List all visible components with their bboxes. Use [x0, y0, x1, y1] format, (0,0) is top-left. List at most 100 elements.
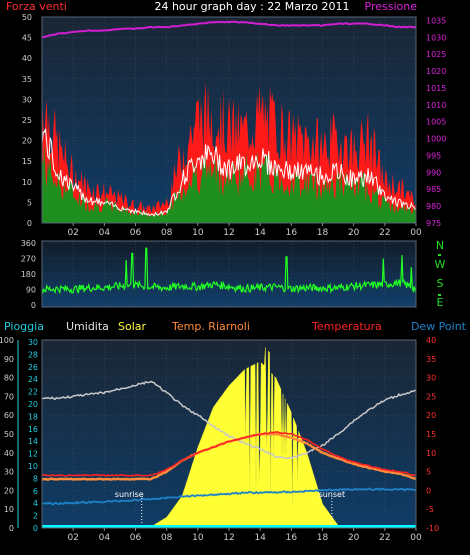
wind-direction-series — [41, 247, 417, 295]
wind-xtick-label: 10 — [192, 228, 204, 238]
direction-ytick-label: 180 — [21, 270, 36, 279]
legend-umidita: Umidita — [66, 320, 109, 333]
pressure-ytick-label: 1030 — [426, 33, 446, 42]
compass-dash-2 — [438, 294, 441, 296]
wind-xtick-label: 02 — [67, 228, 78, 238]
rain-ytick-label: 16 — [28, 425, 38, 434]
humidity-ytick-label: 90 — [4, 355, 14, 364]
temp-xtick-label: 14 — [254, 533, 266, 543]
header-left-label: Forza venti — [6, 0, 67, 13]
compass-n: N — [436, 239, 444, 252]
humidity-ytick-label: 10 — [4, 505, 14, 514]
pressure-line — [41, 20, 417, 39]
rain-ytick-label: 14 — [28, 437, 38, 446]
legend-pioggia: Pioggia — [4, 320, 44, 333]
rain-ytick-label: 18 — [28, 412, 38, 421]
legend-temperatura: Temperatura — [311, 320, 382, 333]
legend-temp-riarnoli: Temp. Riarnoli — [171, 320, 250, 333]
temperature-ytick-label: 40 — [426, 336, 436, 345]
temp-xtick-label: 04 — [99, 533, 111, 543]
rain-ytick-label: 8 — [33, 474, 38, 483]
temp-xtick-label: 16 — [286, 533, 298, 543]
pressure-ytick-label: 1005 — [426, 118, 446, 127]
humidity-ytick-label: 50 — [4, 430, 14, 439]
header-right-label: Pressione — [365, 0, 418, 13]
wind-pressure-axes: 0510152025303540455097598098599099510001… — [22, 13, 447, 238]
compass-e: E — [437, 296, 444, 309]
temperature-ytick-label: 30 — [426, 374, 436, 383]
temp-xtick-label: 02 — [67, 533, 78, 543]
temperature-ytick-label: 25 — [426, 392, 436, 401]
wind-ytick-label: 45 — [22, 34, 32, 43]
wind-ytick-label: 15 — [22, 157, 32, 166]
wind-ytick-label: 40 — [22, 54, 32, 63]
temp-xtick-label: 10 — [192, 533, 204, 543]
temperature-ytick-label: 10 — [426, 449, 436, 458]
wind-xtick-label: 06 — [130, 228, 142, 238]
direction-panel-frame — [41, 240, 417, 308]
temp-xtick-label: 18 — [317, 533, 329, 543]
direction-ytick-label: 90 — [26, 286, 36, 295]
wind-speed-line — [41, 128, 417, 217]
temp-xtick-label: 00 — [410, 533, 422, 543]
direction-ytick-label: 0 — [31, 301, 36, 310]
temperature-ytick-label: -10 — [426, 524, 439, 533]
pressure-ytick-label: 995 — [426, 151, 441, 160]
temp-xtick-label: 20 — [348, 533, 360, 543]
rain-ytick-label: 20 — [28, 400, 38, 409]
wind-xtick-label: 04 — [99, 228, 111, 238]
dew-point-line — [41, 487, 417, 506]
temp-humidity-axes: 0102030405060708090100024681012141618202… — [0, 336, 439, 543]
pressure-ytick-label: 1020 — [426, 67, 446, 76]
sunset-label: sunset — [319, 490, 346, 499]
wind-ytick-label: 30 — [22, 95, 32, 104]
chart-title: 24 hour graph day : 22 Marzo 2011 — [154, 0, 349, 13]
rain-ytick-label: 0 — [33, 524, 38, 533]
legend-solar: Solar — [118, 320, 147, 333]
compass-s: S — [437, 277, 444, 290]
wind-xtick-label: 08 — [161, 228, 173, 238]
temp-humidity-series: sunrise sunset — [41, 347, 417, 529]
humidity-ytick-label: 0 — [9, 524, 14, 533]
wind-xtick-label: 12 — [223, 228, 234, 238]
pressure-ytick-label: 1035 — [426, 16, 446, 25]
wind-ytick-label: 5 — [27, 198, 32, 207]
rain-ytick-label: 2 — [33, 512, 38, 521]
humidity-ytick-label: 40 — [4, 449, 14, 458]
temp-xtick-label: 08 — [161, 533, 173, 543]
temperature-ytick-label: 5 — [426, 468, 431, 477]
wind-direction-axes: 0 90 180 270 360 — [21, 239, 417, 310]
compass-dash-1 — [438, 254, 441, 256]
wind-average-area — [42, 143, 416, 223]
wind-xtick-label: 20 — [348, 228, 360, 238]
wind-xtick-label: 18 — [317, 228, 329, 238]
wind-xtick-label: 22 — [379, 228, 390, 238]
rain-ytick-label: 4 — [33, 499, 38, 508]
sunrise-label: sunrise — [115, 490, 144, 499]
pressure-ytick-label: 1010 — [426, 101, 446, 110]
rain-ytick-label: 10 — [28, 462, 38, 471]
temperature-ytick-label: 20 — [426, 411, 436, 420]
humidity-ytick-label: 30 — [4, 468, 14, 477]
wind-xtick-label: 16 — [286, 228, 298, 238]
rain-ytick-label: 26 — [28, 363, 38, 372]
legend-dew-point: Dew Point — [411, 320, 467, 333]
wind-ytick-label: 10 — [22, 178, 32, 187]
temperature-ytick-label: 35 — [426, 355, 436, 364]
pressure-ytick-label: 990 — [426, 168, 441, 177]
wind-pressure-series — [41, 20, 417, 223]
wind-ytick-label: 50 — [22, 13, 32, 22]
pressure-ytick-label: 1000 — [426, 135, 446, 144]
rain-ytick-label: 24 — [28, 375, 38, 384]
temperature-ytick-label: 15 — [426, 430, 436, 439]
rain-bar — [42, 525, 416, 528]
humidity-line — [42, 380, 417, 460]
rain-ytick-label: 12 — [28, 450, 38, 459]
wind-ytick-label: 20 — [22, 137, 32, 146]
wind-xtick-label: 00 — [410, 228, 422, 238]
wind-ytick-label: 0 — [27, 219, 32, 228]
temperature-ytick-label: -5 — [426, 505, 434, 514]
pressure-ytick-label: 980 — [426, 202, 441, 211]
rain-ytick-label: 30 — [28, 338, 38, 347]
